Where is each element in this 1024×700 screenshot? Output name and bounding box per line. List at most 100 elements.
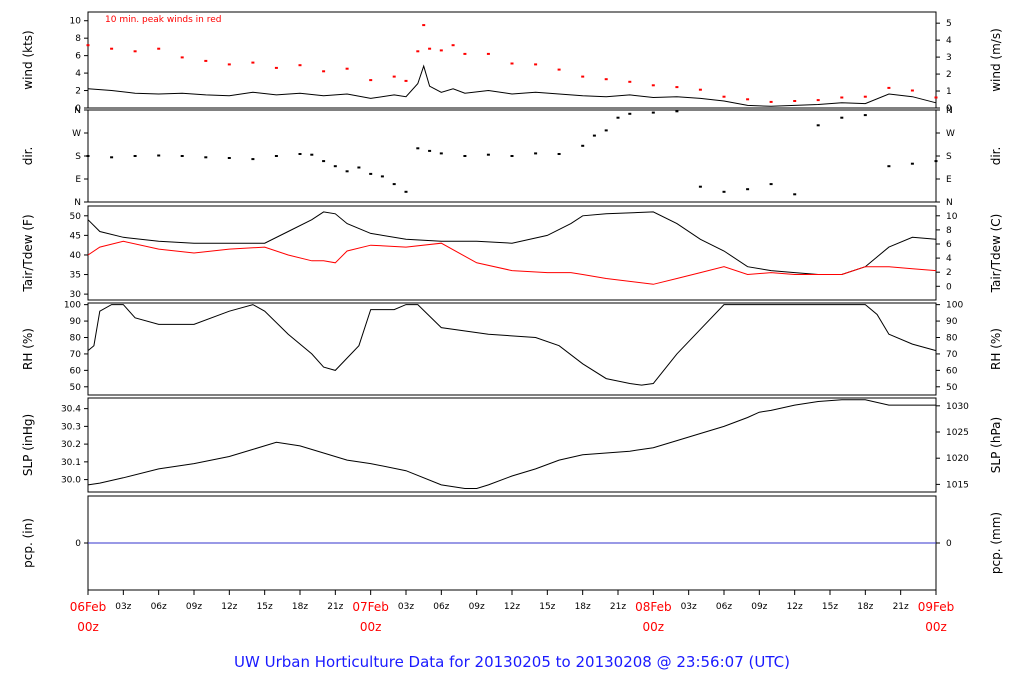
- data-point: [428, 47, 432, 50]
- data-point: [345, 67, 349, 70]
- right-tick-label: 70: [946, 350, 958, 360]
- data-point: [557, 153, 561, 155]
- x-hour-label: 12z: [787, 602, 803, 612]
- data-point: [227, 157, 231, 159]
- data-point: [675, 86, 679, 89]
- left-tick-label: 30.4: [61, 405, 81, 415]
- x-date-time-label: 00z: [360, 620, 382, 634]
- data-point: [422, 24, 426, 27]
- data-point: [910, 89, 914, 92]
- data-point: [863, 114, 867, 117]
- data-point: [793, 100, 797, 102]
- left-axis-label: wind (kts): [21, 30, 35, 89]
- data-point: [322, 160, 326, 163]
- right-tick-label: S: [946, 152, 952, 162]
- data-point: [604, 78, 608, 81]
- data-point: [298, 153, 302, 155]
- data-point: [310, 153, 314, 156]
- right-tick-label: 4: [946, 254, 952, 264]
- data-point: [463, 155, 467, 157]
- x-hour-label: 12z: [504, 602, 520, 612]
- x-hour-label: 06z: [151, 602, 167, 612]
- data-point: [746, 98, 750, 101]
- data-point: [486, 52, 490, 55]
- data-point: [486, 153, 490, 156]
- data-point: [769, 100, 773, 103]
- x-date-label: 06Feb: [70, 600, 107, 614]
- data-point: [345, 170, 349, 173]
- data-point: [581, 75, 585, 78]
- x-hour-label: 03z: [115, 602, 131, 612]
- left-tick-label: 70: [70, 350, 82, 360]
- left-tick-label: 30.3: [61, 422, 81, 432]
- x-hour-label: 18z: [575, 602, 591, 612]
- left-tick-label: 50: [70, 212, 82, 222]
- data-point: [651, 111, 655, 114]
- x-hour-label: 06z: [716, 602, 732, 612]
- data-point: [651, 84, 655, 87]
- data-point: [534, 63, 538, 66]
- right-tick-label: 0: [946, 104, 952, 114]
- data-point: [816, 124, 820, 127]
- left-tick-label: 30.0: [61, 476, 81, 486]
- right-tick-label: 8: [946, 226, 952, 236]
- x-hour-label: 03z: [681, 602, 697, 612]
- x-hour-label: 09z: [751, 602, 767, 612]
- series-line: [87, 240, 937, 285]
- left-tick-label: 0: [75, 104, 81, 114]
- x-date-time-label: 00z: [925, 620, 947, 634]
- data-point: [628, 80, 632, 83]
- right-tick-label: 0: [946, 282, 952, 292]
- data-point: [157, 47, 161, 50]
- x-hour-label: 18z: [857, 602, 873, 612]
- right-tick-label: 2: [946, 70, 952, 80]
- data-point: [910, 162, 914, 165]
- right-tick-label: 2: [946, 268, 952, 278]
- right-tick-label: 80: [946, 334, 958, 344]
- data-point: [392, 75, 396, 78]
- panel-annotation: 10 min. peak winds in red: [105, 15, 222, 25]
- panel-frame: [87, 205, 937, 301]
- data-point: [298, 64, 302, 67]
- right-tick-label: 1: [946, 87, 952, 97]
- x-hour-label: 15z: [257, 602, 273, 612]
- right-axis-label: wind (m/s): [989, 28, 1003, 92]
- data-point: [887, 86, 891, 89]
- left-tick-label: E: [75, 175, 81, 185]
- left-tick-label: N: [74, 106, 81, 116]
- data-point: [510, 62, 514, 65]
- data-point: [451, 44, 455, 47]
- data-point: [557, 68, 561, 71]
- data-point: [698, 185, 702, 188]
- data-point: [428, 149, 432, 152]
- data-point: [887, 165, 891, 168]
- data-point: [698, 88, 702, 91]
- right-tick-label: 6: [946, 240, 952, 250]
- right-tick-label: 0: [946, 539, 952, 549]
- left-tick-label: 50: [70, 383, 82, 393]
- right-tick-label: W: [946, 129, 955, 139]
- data-point: [333, 165, 337, 168]
- data-point: [204, 156, 208, 159]
- data-point: [86, 44, 90, 47]
- left-tick-label: 100: [64, 301, 81, 311]
- left-tick-label: W: [72, 129, 81, 139]
- right-tick-label: 5: [946, 19, 952, 29]
- right-tick-label: 1020: [946, 454, 969, 464]
- series-rh-0: [87, 304, 937, 386]
- series-wind-0: [87, 64, 937, 107]
- data-point: [133, 50, 137, 53]
- data-point: [110, 47, 114, 50]
- right-axis-label: pcp. (mm): [989, 512, 1003, 574]
- data-point: [581, 144, 585, 147]
- left-tick-label: 0: [75, 539, 81, 549]
- x-hour-label: 18z: [292, 602, 308, 612]
- data-point: [746, 188, 750, 191]
- series-line: [87, 304, 937, 386]
- panel-slp: 30.0 30.1 30.2 30.3 30.4 1015 1020 1025 1030 SLP …: [21, 397, 1003, 493]
- data-point: [793, 193, 797, 196]
- panel-frame: [87, 397, 937, 493]
- x-hour-label: 12z: [221, 602, 237, 612]
- left-tick-label: S: [75, 152, 81, 162]
